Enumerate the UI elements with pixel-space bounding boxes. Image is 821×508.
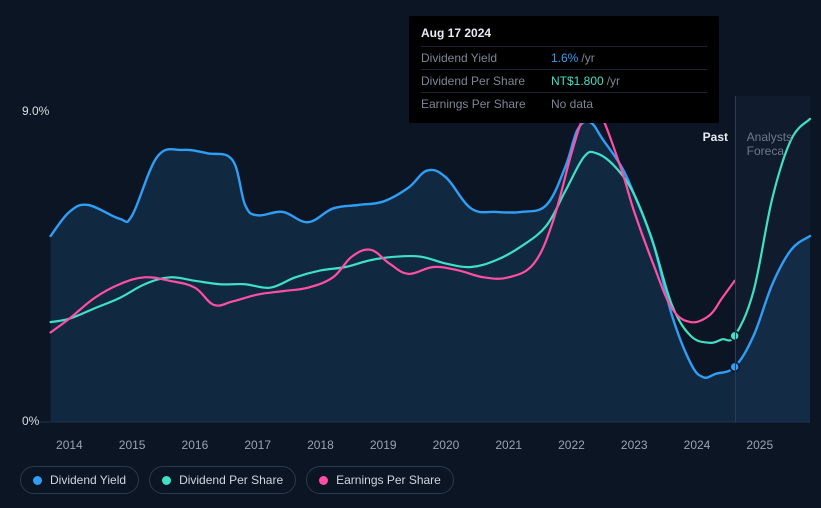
- x-tick-label: 2016: [182, 438, 209, 452]
- tooltip-value: NT$1.800: [551, 74, 604, 88]
- legend-toggle-dividend-yield[interactable]: Dividend Yield: [20, 466, 139, 494]
- legend-dot: [162, 476, 171, 485]
- tooltip-row: Earnings Per ShareNo data: [421, 92, 707, 115]
- legend: Dividend Yield Dividend Per Share Earnings…: [20, 466, 454, 494]
- tab-past[interactable]: Past: [703, 130, 728, 144]
- x-tick-label: 2025: [746, 438, 773, 452]
- tab-forecast[interactable]: Analysts Foreca: [747, 130, 821, 158]
- tooltip-row: Dividend Per ShareNT$1.800/yr: [421, 69, 707, 92]
- tooltip-value: No data: [551, 97, 593, 111]
- x-tick-label: 2020: [433, 438, 460, 452]
- x-tick-label: 2022: [558, 438, 585, 452]
- cursor-line: [735, 96, 736, 422]
- x-tick-label: 2014: [56, 438, 83, 452]
- legend-toggle-dividend-per-share[interactable]: Dividend Per Share: [149, 466, 296, 494]
- tooltip-date: Aug 17 2024: [421, 26, 707, 40]
- x-tick-label: 2017: [244, 438, 271, 452]
- x-tick-label: 2018: [307, 438, 334, 452]
- legend-label: Earnings Per Share: [336, 473, 441, 487]
- x-tick-label: 2024: [684, 438, 711, 452]
- legend-toggle-earnings-per-share[interactable]: Earnings Per Share: [306, 466, 454, 494]
- tooltip-key: Earnings Per Share: [421, 97, 551, 111]
- x-tick-label: 2015: [119, 438, 146, 452]
- x-tick-label: 2019: [370, 438, 397, 452]
- tooltip-value: 1.6%: [551, 51, 578, 65]
- legend-dot: [33, 476, 42, 485]
- tooltip: Aug 17 2024 Dividend Yield1.6%/yrDividen…: [409, 16, 719, 123]
- dividend-chart: 0% 9.0% 2014 2015 2016 2017 2018 2019 2020 2021 2…: [0, 0, 821, 508]
- legend-dot: [319, 476, 328, 485]
- legend-label: Dividend Per Share: [179, 473, 283, 487]
- legend-label: Dividend Yield: [50, 473, 126, 487]
- tooltip-key: Dividend Per Share: [421, 74, 551, 88]
- tooltip-key: Dividend Yield: [421, 51, 551, 65]
- tooltip-row: Dividend Yield1.6%/yr: [421, 46, 707, 69]
- y-tick-label: 9.0%: [22, 104, 49, 118]
- tooltip-unit: /yr: [581, 51, 594, 65]
- x-tick-label: 2023: [621, 438, 648, 452]
- tooltip-unit: /yr: [607, 74, 620, 88]
- y-tick-label: 0%: [22, 414, 39, 428]
- x-tick-label: 2021: [495, 438, 522, 452]
